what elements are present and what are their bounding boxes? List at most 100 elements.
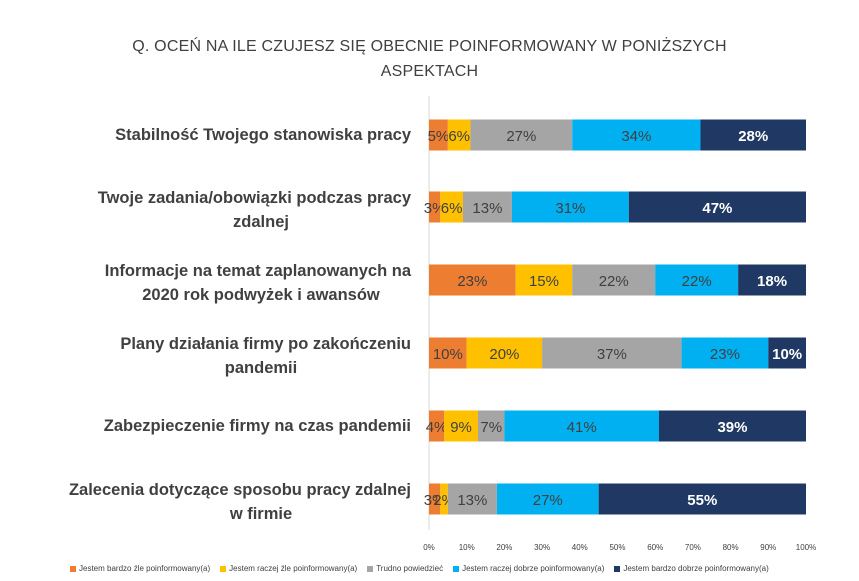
category-label-line: w firmie bbox=[229, 505, 293, 523]
chart-title-line-2: ASPEKTACH bbox=[380, 63, 479, 80]
category-label: Plany działania firmy po zakończeniu pand… bbox=[0, 332, 411, 380]
category-label-line: Twoje zadania/obowiązki podczas pracy bbox=[97, 189, 411, 207]
x-tick-label: 40% bbox=[572, 543, 588, 552]
bar-segment bbox=[440, 191, 463, 223]
data-label: 15% bbox=[529, 273, 559, 290]
bar-segment bbox=[429, 119, 448, 151]
category-label-line: pandemii bbox=[224, 359, 298, 377]
bar-segment bbox=[572, 264, 656, 296]
chart-title-line-1: Q. OCEŃ NA ILE CZUJESZ SIĘ OBECNIE POINF… bbox=[132, 38, 727, 55]
bar-segment bbox=[470, 119, 573, 151]
data-label: 5% bbox=[428, 128, 450, 145]
legend-item: Trudno powiedzieć bbox=[367, 564, 443, 573]
data-label: 27% bbox=[533, 492, 563, 509]
bar-segment bbox=[542, 337, 682, 369]
data-label: 4% bbox=[426, 419, 448, 436]
x-tick-label: 100% bbox=[796, 543, 816, 552]
data-label: 13% bbox=[472, 200, 502, 217]
category-label: Stabilność Twojego stanowiska pracy bbox=[0, 123, 411, 147]
x-tick-label: 20% bbox=[496, 543, 512, 552]
bar-segment bbox=[447, 483, 497, 515]
data-label: 10% bbox=[772, 346, 802, 363]
legend-label: Trudno powiedzieć bbox=[376, 564, 444, 573]
bar-segment bbox=[628, 191, 806, 223]
legend-label: Jestem bardzo źle poinformowany(a) bbox=[79, 564, 211, 573]
data-label: 6% bbox=[448, 128, 470, 145]
legend-swatch bbox=[367, 565, 374, 572]
bar-segment bbox=[655, 264, 739, 296]
category-label: Twoje zadania/obowiązki podczas pracy zda… bbox=[0, 186, 411, 234]
bar-segment bbox=[440, 483, 448, 515]
data-label: 23% bbox=[457, 273, 487, 290]
data-label: 31% bbox=[555, 200, 585, 217]
bar-segment bbox=[511, 191, 629, 223]
legend-item: Jestem raczej dobrze poinformowany(a) bbox=[453, 564, 604, 573]
bar-segment bbox=[429, 191, 441, 223]
data-label: 55% bbox=[687, 492, 717, 509]
data-label: 6% bbox=[441, 200, 463, 217]
legend-item: Jestem bardzo dobrze poinformowany(a) bbox=[614, 564, 769, 573]
category-label-line: Informacje na temat zaplanowanych na bbox=[104, 262, 411, 280]
x-tick-label: 30% bbox=[534, 543, 550, 552]
bar-segment bbox=[572, 119, 701, 151]
bar-segment bbox=[447, 119, 471, 151]
category-label: Zalecenia dotyczące sposobu pracy zdalne… bbox=[0, 478, 411, 526]
data-label: 22% bbox=[599, 273, 629, 290]
category-label: Zabezpieczenie firmy na czas pandemii bbox=[0, 414, 411, 438]
legend-swatch bbox=[70, 565, 76, 572]
data-label: 23% bbox=[710, 346, 740, 363]
data-label: 13% bbox=[457, 492, 487, 509]
legend-label: Jestem raczej dobrze poinformowany(a) bbox=[462, 564, 605, 573]
bar-segment bbox=[598, 483, 806, 515]
data-label: 41% bbox=[567, 419, 597, 436]
bar-segment bbox=[429, 264, 516, 296]
x-tick-label: 0% bbox=[423, 543, 435, 552]
bar-segment bbox=[496, 483, 599, 515]
legend-label: Jestem bardzo dobrze poinformowany(a) bbox=[623, 564, 769, 573]
data-label: 27% bbox=[506, 128, 536, 145]
legend-item: Jestem raczej źle poinformowany(a) bbox=[220, 564, 357, 573]
bar-segment bbox=[466, 337, 543, 369]
data-label: 20% bbox=[489, 346, 519, 363]
x-tick-label: 10% bbox=[459, 543, 475, 552]
legend-swatch bbox=[453, 565, 460, 572]
bar-segment bbox=[768, 337, 806, 369]
bar-segment bbox=[429, 410, 445, 442]
x-tick-label: 50% bbox=[609, 543, 625, 552]
bar-segment bbox=[504, 410, 659, 442]
legend-swatch bbox=[220, 565, 227, 572]
x-tick-label: 60% bbox=[647, 543, 663, 552]
bar-segment bbox=[429, 483, 441, 515]
bar-segment bbox=[681, 337, 769, 369]
category-label-line: Zalecenia dotyczące sposobu pracy zdalne… bbox=[68, 481, 411, 499]
category-label: Informacje na temat zaplanowanych na 2020… bbox=[0, 259, 411, 307]
bar-segment bbox=[738, 264, 806, 296]
data-label: 34% bbox=[621, 128, 651, 145]
bar-segment bbox=[478, 410, 505, 442]
bar-segment bbox=[429, 337, 467, 369]
legend-swatch bbox=[614, 565, 621, 572]
chart-legend: Jestem bardzo źle poinformowany(a) Jestem… bbox=[70, 564, 830, 573]
data-label: 37% bbox=[597, 346, 627, 363]
data-label: 39% bbox=[717, 419, 747, 436]
legend-item: Jestem bardzo źle poinformowany(a) bbox=[70, 564, 210, 573]
bar-segment bbox=[658, 410, 806, 442]
data-label: 3% bbox=[424, 492, 446, 509]
data-label: 3% bbox=[424, 200, 446, 217]
bar-segment bbox=[444, 410, 479, 442]
category-label-line: Stabilność Twojego stanowiska pracy bbox=[115, 126, 411, 144]
data-label: 7% bbox=[480, 419, 502, 436]
data-label: 18% bbox=[757, 273, 787, 290]
data-label: 10% bbox=[433, 346, 463, 363]
legend-label: Jestem raczej źle poinformowany(a) bbox=[229, 564, 358, 573]
x-tick-label: 80% bbox=[723, 543, 739, 552]
x-tick-label: 90% bbox=[760, 543, 776, 552]
bar-segment bbox=[515, 264, 573, 296]
bar-segment bbox=[700, 119, 806, 151]
data-label: 22% bbox=[682, 273, 712, 290]
category-label-line: zdalnej bbox=[233, 213, 289, 231]
data-label: 28% bbox=[738, 128, 768, 145]
category-label-line: Zabezpieczenie firmy na czas pandemii bbox=[103, 417, 411, 435]
data-label: 9% bbox=[450, 419, 472, 436]
